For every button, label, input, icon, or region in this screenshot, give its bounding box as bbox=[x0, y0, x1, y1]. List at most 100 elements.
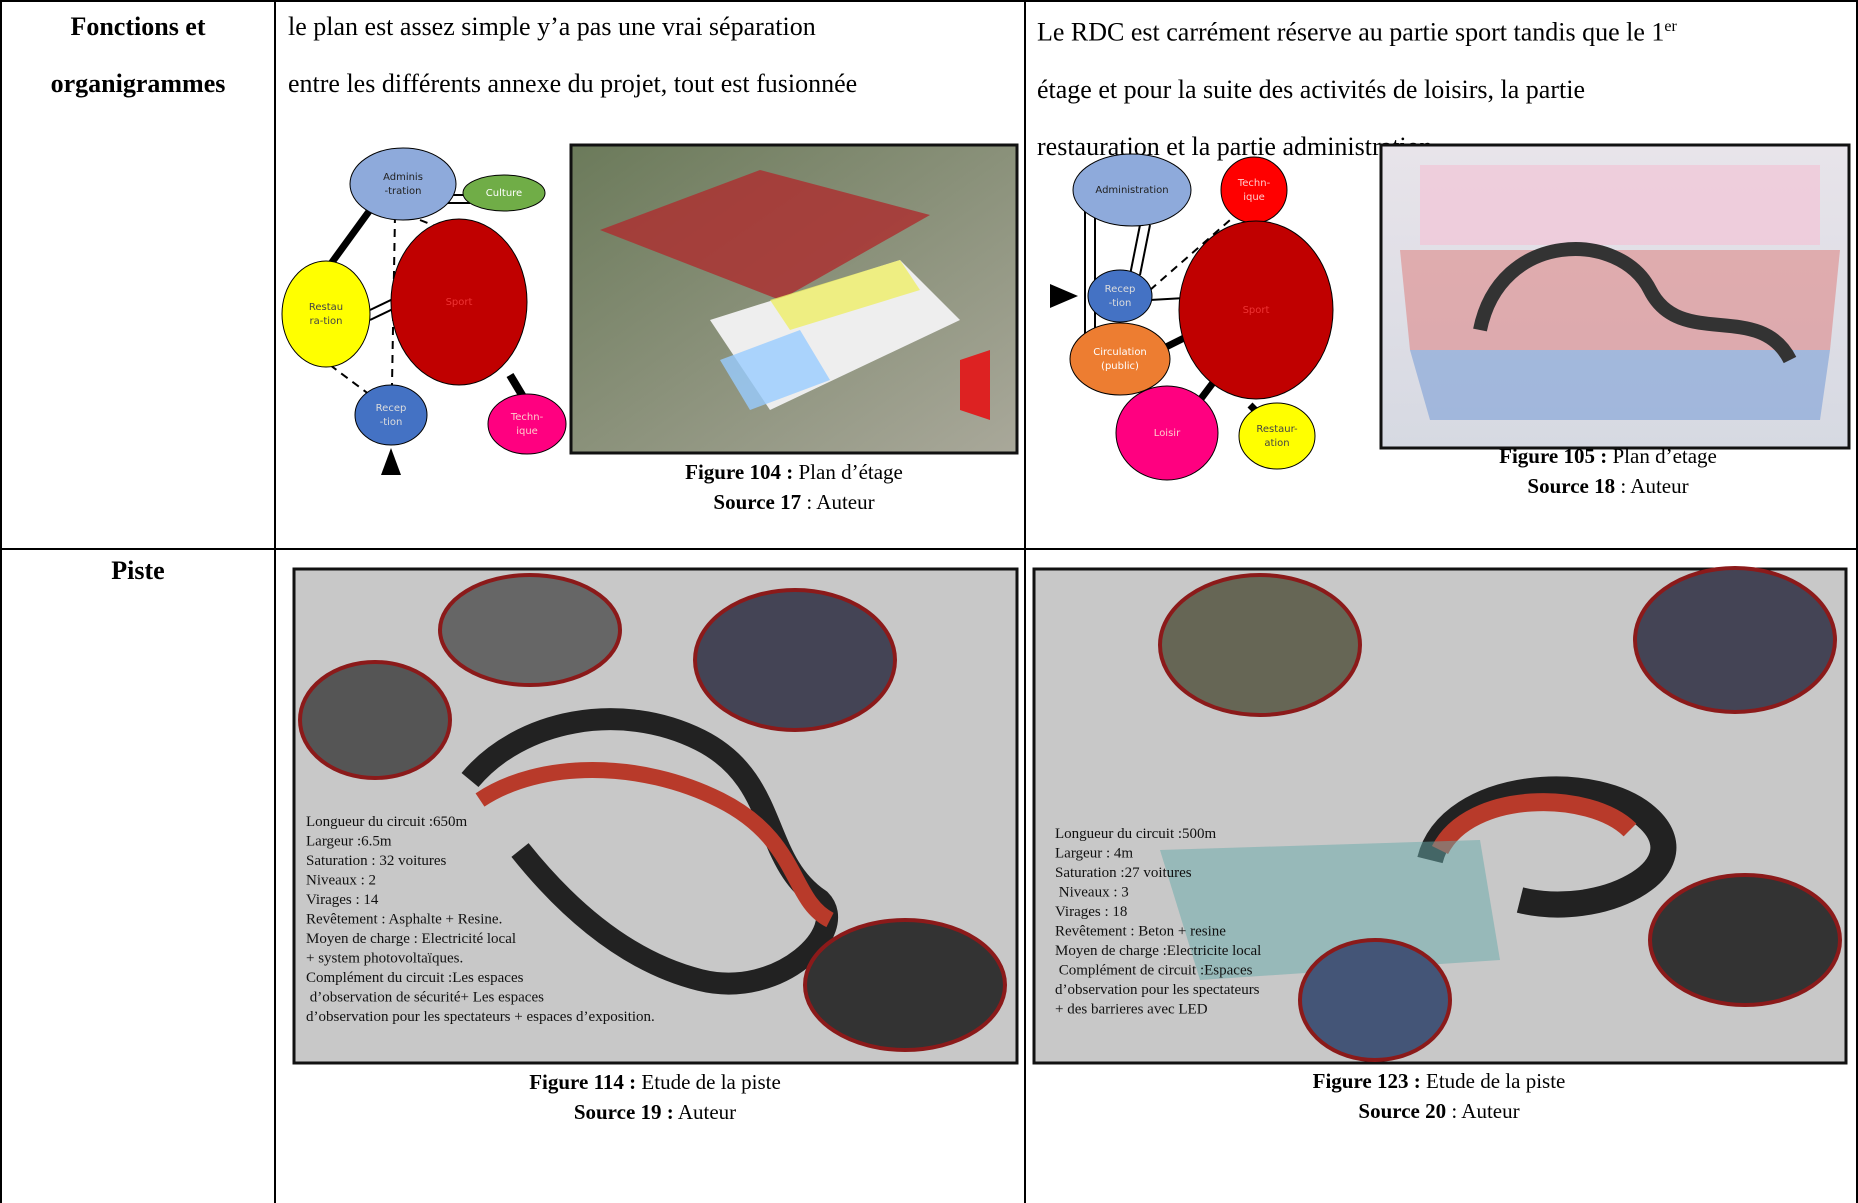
text-line: Le RDC est carrément réserve au partie s… bbox=[1037, 0, 1677, 61]
cell-text: Le RDC est carrément réserve au partie s… bbox=[1037, 0, 1677, 175]
overlay-text: + system photovoltaïques. bbox=[306, 951, 463, 967]
superscript: er bbox=[1664, 18, 1677, 35]
node-label: Recep -tion bbox=[376, 403, 407, 428]
node-label: Adminis -tration bbox=[383, 172, 423, 197]
overlay-text: Saturation :27 voitures bbox=[1055, 865, 1192, 881]
border bbox=[1856, 0, 1858, 1203]
overlay-text: Revêtement : Asphalte + Resine. bbox=[306, 912, 502, 928]
border bbox=[0, 0, 1858, 2]
overlay-text: Largeur :6.5m bbox=[306, 834, 392, 850]
diagram-node bbox=[1238, 402, 1316, 470]
header-line: Piste bbox=[111, 556, 165, 585]
border bbox=[274, 0, 276, 1203]
label: Figure 123 : bbox=[1312, 1069, 1421, 1093]
label: Source 17 bbox=[713, 490, 802, 514]
label: Figure 114 : bbox=[529, 1070, 637, 1094]
text-line: restauration et la partie administration bbox=[1037, 131, 1433, 161]
overlay-text: Largeur : 4m bbox=[1055, 846, 1133, 862]
overlay-text: Complément de circuit :Espaces bbox=[1055, 963, 1253, 979]
overlay-text: d’observation pour les spectateurs + esp… bbox=[306, 1009, 655, 1025]
source-caption: Source 17 : Auteur bbox=[685, 487, 903, 517]
overlay-text: Moyen de charge :Electricite local bbox=[1055, 943, 1261, 959]
node-label: Restau ra-tion bbox=[309, 302, 343, 327]
overlay-text: Moyen de charge : Electricité local bbox=[306, 931, 516, 947]
node-label: Sport bbox=[1243, 305, 1270, 316]
diagram-node bbox=[1220, 156, 1288, 224]
text: Plan d’etage bbox=[1607, 444, 1717, 468]
photo-plan bbox=[569, 143, 1019, 455]
overlay-text: Longueur du circuit :500m bbox=[1055, 826, 1217, 842]
diagram-node bbox=[281, 260, 371, 368]
text-line: le plan est assez simple y’a pas une vra… bbox=[288, 12, 816, 41]
overlay-text: Niveaux : 2 bbox=[306, 873, 376, 889]
diagram-node bbox=[462, 174, 546, 212]
label: Source 19 : bbox=[573, 1100, 674, 1124]
overlay-text: d’observation pour les spectateurs bbox=[1055, 982, 1260, 998]
node-label: Techn-ique bbox=[1237, 178, 1271, 203]
entrance-arrow bbox=[1050, 284, 1078, 308]
text: Etude de la piste bbox=[636, 1070, 781, 1094]
text: : Auteur bbox=[1615, 474, 1689, 498]
overlay-text: d’observation de sécurité+ Les espaces bbox=[306, 990, 544, 1006]
diagram-node bbox=[1087, 269, 1153, 323]
figure-caption: Figure 114 : Etude de la piste bbox=[529, 1067, 781, 1097]
node-label: Circulation (public) bbox=[1093, 347, 1147, 372]
diagram-node bbox=[1115, 385, 1219, 481]
cell-text: le plan est assez simple y’a pas une vra… bbox=[288, 0, 857, 112]
diagram-node bbox=[390, 218, 528, 386]
figure-caption: Figure 123 : Etude de la piste bbox=[1313, 1066, 1566, 1096]
caption: Figure 123 : Etude de la piste Source 20… bbox=[1313, 1066, 1566, 1126]
node-label: Sport bbox=[446, 297, 473, 308]
overlay-text: Revêtement : Beton + resine bbox=[1055, 924, 1226, 940]
node-label: Restaur-ation bbox=[1256, 424, 1298, 449]
diagram-node bbox=[1072, 153, 1192, 227]
header-line: Fonctions et bbox=[70, 12, 206, 41]
diagram-node bbox=[349, 147, 457, 221]
overlay-text: Saturation : 32 voitures bbox=[306, 853, 447, 869]
photo-track bbox=[292, 567, 1019, 1065]
text: : Auteur bbox=[1446, 1099, 1520, 1123]
diagram-node bbox=[1178, 220, 1334, 400]
figure-caption: Figure 105 : Plan d’etage bbox=[1499, 441, 1717, 471]
border bbox=[0, 0, 2, 1203]
text: Auteur bbox=[673, 1100, 737, 1124]
caption: Figure 105 : Plan d’etage Source 18 : Au… bbox=[1499, 441, 1717, 501]
photo-plan bbox=[1379, 143, 1851, 450]
node-label: Administration bbox=[1095, 185, 1168, 196]
source-caption: Source 20 : Auteur bbox=[1313, 1096, 1566, 1126]
diagram-node bbox=[1069, 322, 1171, 396]
caption: Figure 104 : Plan d’étage Source 17 : Au… bbox=[685, 457, 903, 517]
node-label: Recep -tion bbox=[1105, 284, 1136, 309]
diagram-node bbox=[354, 384, 428, 446]
text: : Auteur bbox=[801, 490, 875, 514]
node-label: Culture bbox=[486, 188, 522, 199]
overlay-text: Complément du circuit :Les espaces bbox=[306, 970, 524, 986]
overlay-text: Virages : 18 bbox=[1055, 904, 1127, 920]
border bbox=[1024, 0, 1026, 1203]
label: Figure 104 : bbox=[685, 460, 794, 484]
overlay-text: Longueur du circuit :650m bbox=[306, 814, 468, 830]
overlay-text: Niveaux : 3 bbox=[1055, 885, 1129, 901]
label: Figure 105 : bbox=[1499, 444, 1608, 468]
label: Source 20 bbox=[1358, 1099, 1447, 1123]
photo-track bbox=[1032, 566, 1848, 1065]
text-line: étage et pour la suite des activités de … bbox=[1037, 74, 1585, 104]
border bbox=[0, 548, 1858, 550]
text-line: entre les différents annexe du projet, t… bbox=[288, 69, 858, 98]
text: Etude de la piste bbox=[1420, 1069, 1566, 1093]
figure-caption: Figure 104 : Plan d’étage bbox=[685, 457, 903, 487]
header-line: organigrammes bbox=[50, 69, 226, 98]
source-caption: Source 19 : Auteur bbox=[529, 1097, 781, 1127]
diagram-node bbox=[487, 393, 567, 455]
label: Source 18 bbox=[1527, 474, 1616, 498]
row-header: Piste bbox=[2, 542, 274, 599]
caption: Figure 114 : Etude de la piste Source 19… bbox=[529, 1067, 781, 1127]
source-caption: Source 18 : Auteur bbox=[1499, 471, 1717, 501]
overlay-text: Virages : 14 bbox=[306, 892, 379, 908]
overlay-text: + des barrieres avec LED bbox=[1055, 1002, 1208, 1018]
entrance-arrow bbox=[381, 448, 401, 475]
node-label: Loisir bbox=[1154, 428, 1181, 439]
text: Le RDC est carrément réserve au partie s… bbox=[1037, 17, 1665, 47]
